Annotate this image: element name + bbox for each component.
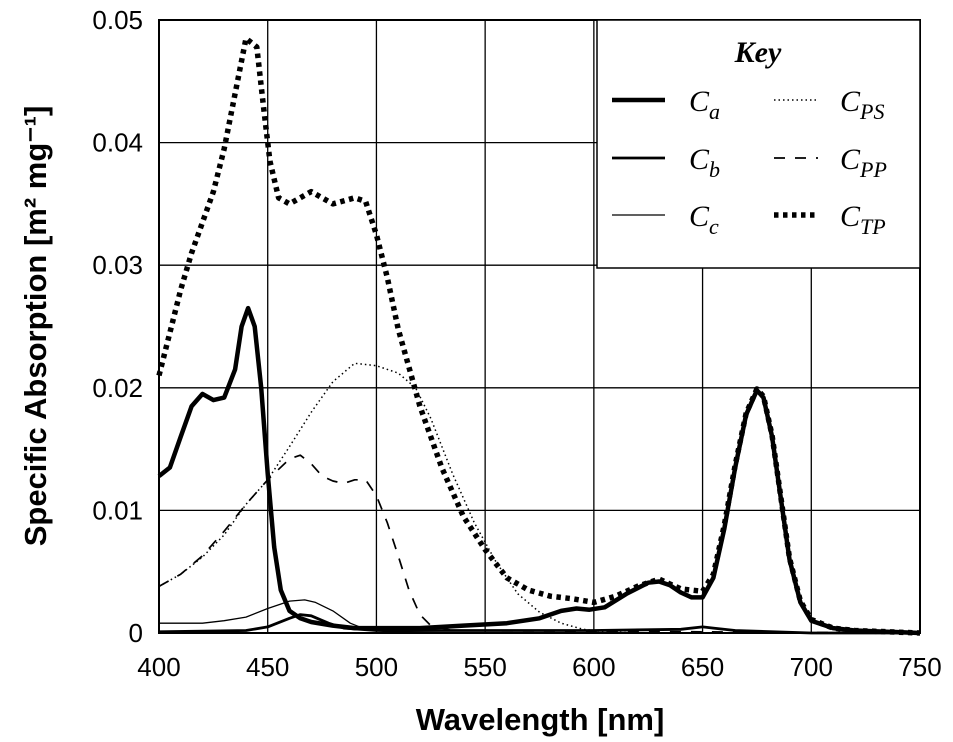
- y-tick-label-3: 0.03: [92, 250, 143, 280]
- legend-label-cpp: CPP: [840, 143, 887, 182]
- series-line-ctp: [156, 35, 921, 636]
- legend-symbol: C: [840, 85, 861, 118]
- legend-subscript: TP: [860, 214, 886, 239]
- plot-frame: [158, 19, 921, 634]
- legend-subscript: a: [709, 99, 720, 124]
- legend-symbol: C: [840, 200, 861, 233]
- y-axis-title: Specific Absorption [m² mg⁻¹]: [18, 106, 53, 547]
- legend-label-cps: CPS: [840, 85, 884, 124]
- y-tick-label-4: 0.04: [92, 128, 143, 158]
- x-tick-label-2: 500: [355, 652, 398, 682]
- legend-label-cb: Cb: [689, 143, 720, 182]
- legend-symbol: C: [689, 143, 710, 176]
- x-axis-title: Wavelength [nm]: [416, 702, 665, 737]
- legend-label-ca: Ca: [689, 85, 720, 124]
- legend-subscript: c: [709, 214, 719, 239]
- series-line-cc: [159, 599, 920, 634]
- legend-symbol: C: [840, 143, 861, 176]
- y-tick-label-5: 0.05: [92, 5, 143, 35]
- legend-label-cc: Cc: [689, 200, 719, 239]
- series-line-cpp: [158, 454, 921, 634]
- legend-subscript: PP: [859, 157, 887, 182]
- y-tick-label-2: 0.02: [92, 373, 143, 403]
- legend-symbol: C: [689, 200, 710, 233]
- legend-label-ctp: CTP: [840, 200, 886, 239]
- legend-symbol: C: [689, 85, 710, 118]
- x-tick-label-5: 650: [681, 652, 724, 682]
- x-tick-label-0: 400: [137, 652, 180, 682]
- x-tick-label-3: 550: [463, 652, 506, 682]
- y-tick-label-1: 0.01: [92, 495, 143, 525]
- legend-subscript: b: [709, 157, 720, 182]
- x-tick-label-4: 600: [572, 652, 615, 682]
- y-tick-labels: 0 0.01 0.02 0.03 0.04 0.05: [92, 5, 143, 648]
- legend-title: Key: [734, 36, 782, 69]
- y-tick-label-0: 0: [129, 618, 143, 648]
- legend-subscript: PS: [859, 99, 884, 124]
- series-line-cps: [158, 362, 920, 634]
- x-tick-label-1: 450: [246, 652, 289, 682]
- series-lines: [156, 35, 921, 636]
- series-line-ca: [157, 305, 921, 636]
- legend-box: [596, 19, 921, 269]
- x-tick-label-6: 700: [790, 652, 833, 682]
- x-tick-labels: 400 450 500 550 600 650 700 750: [137, 652, 941, 682]
- x-tick-label-7: 750: [898, 652, 941, 682]
